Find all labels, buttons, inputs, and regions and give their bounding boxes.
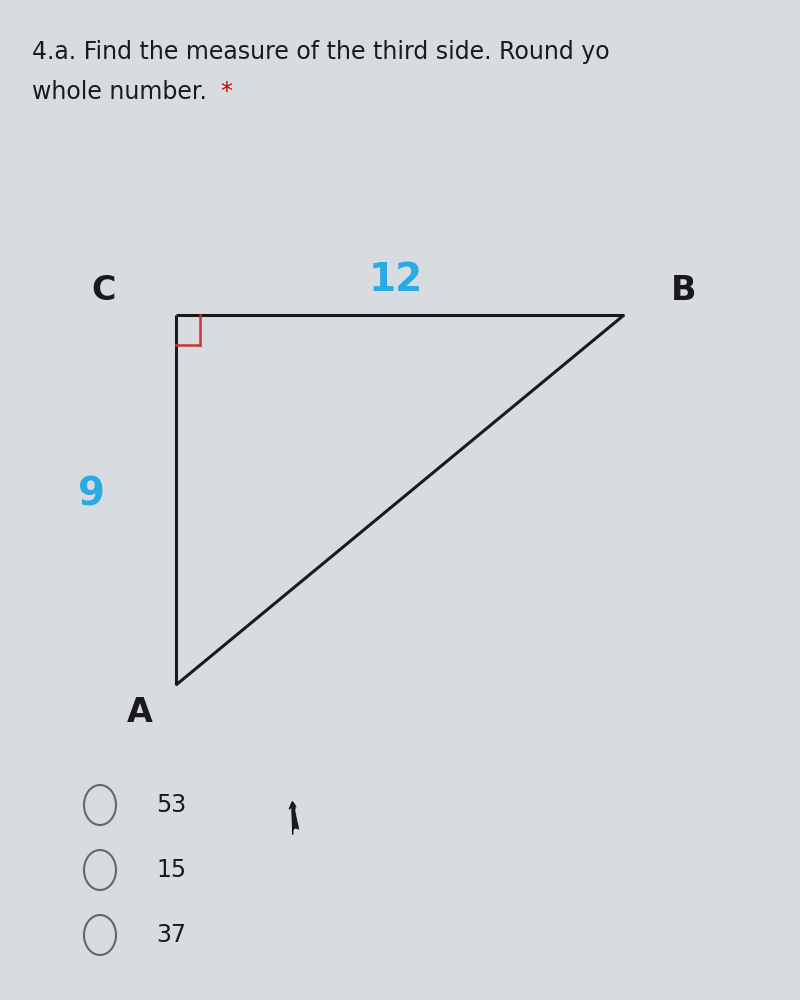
Text: 12: 12 bbox=[369, 261, 423, 299]
Text: 15: 15 bbox=[156, 858, 186, 882]
Text: whole number.: whole number. bbox=[32, 80, 214, 104]
Text: A: A bbox=[127, 696, 153, 728]
Text: 4.a. Find the measure of the third side. Round yo: 4.a. Find the measure of the third side.… bbox=[32, 40, 610, 64]
Text: C: C bbox=[92, 273, 116, 306]
Text: *: * bbox=[220, 80, 232, 104]
Text: B: B bbox=[671, 273, 697, 306]
Text: 53: 53 bbox=[156, 793, 186, 817]
Text: 37: 37 bbox=[156, 923, 186, 947]
Text: 9: 9 bbox=[78, 476, 106, 514]
